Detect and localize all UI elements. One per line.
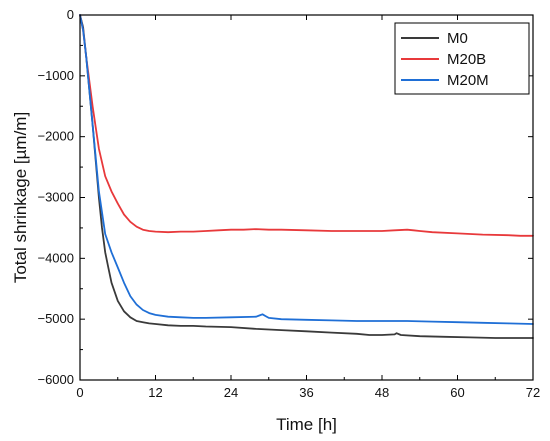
x-tick-label: 12 bbox=[148, 385, 162, 400]
y-tick-label: −6000 bbox=[37, 372, 74, 387]
series-line-m20m bbox=[79, 14, 534, 325]
series-line-m20b bbox=[79, 14, 534, 237]
axes: 0 12 24 36 48 60 72 0 −1000 −2000 −3000 −4000 −5000 −… bbox=[37, 7, 540, 400]
y-tick-label: −4000 bbox=[37, 250, 74, 265]
plot-area bbox=[79, 14, 534, 339]
legend-label-m20b: M20B bbox=[447, 51, 486, 68]
legend-label-m20m: M20M bbox=[447, 72, 489, 89]
y-tick-label: 0 bbox=[67, 7, 74, 22]
x-tick-label: 60 bbox=[450, 385, 464, 400]
legend: M0 M20B M20M bbox=[394, 22, 530, 95]
y-tick-label: −1000 bbox=[37, 68, 74, 83]
x-tick-label: 36 bbox=[299, 385, 313, 400]
x-tick-label: 0 bbox=[76, 385, 83, 400]
x-tick-label: 48 bbox=[375, 385, 389, 400]
y-tick-label: −2000 bbox=[37, 129, 74, 144]
x-axis-title: Time [h] bbox=[276, 415, 337, 434]
y-axis-title: Total shrinkage [µm/m] bbox=[11, 112, 30, 283]
y-tick-label: −3000 bbox=[37, 190, 74, 205]
x-tick-label: 72 bbox=[526, 385, 540, 400]
x-tick-label: 24 bbox=[224, 385, 238, 400]
legend-label-m0: M0 bbox=[447, 30, 468, 47]
series-line-m0 bbox=[79, 14, 534, 339]
y-tick-label: −5000 bbox=[37, 311, 74, 326]
